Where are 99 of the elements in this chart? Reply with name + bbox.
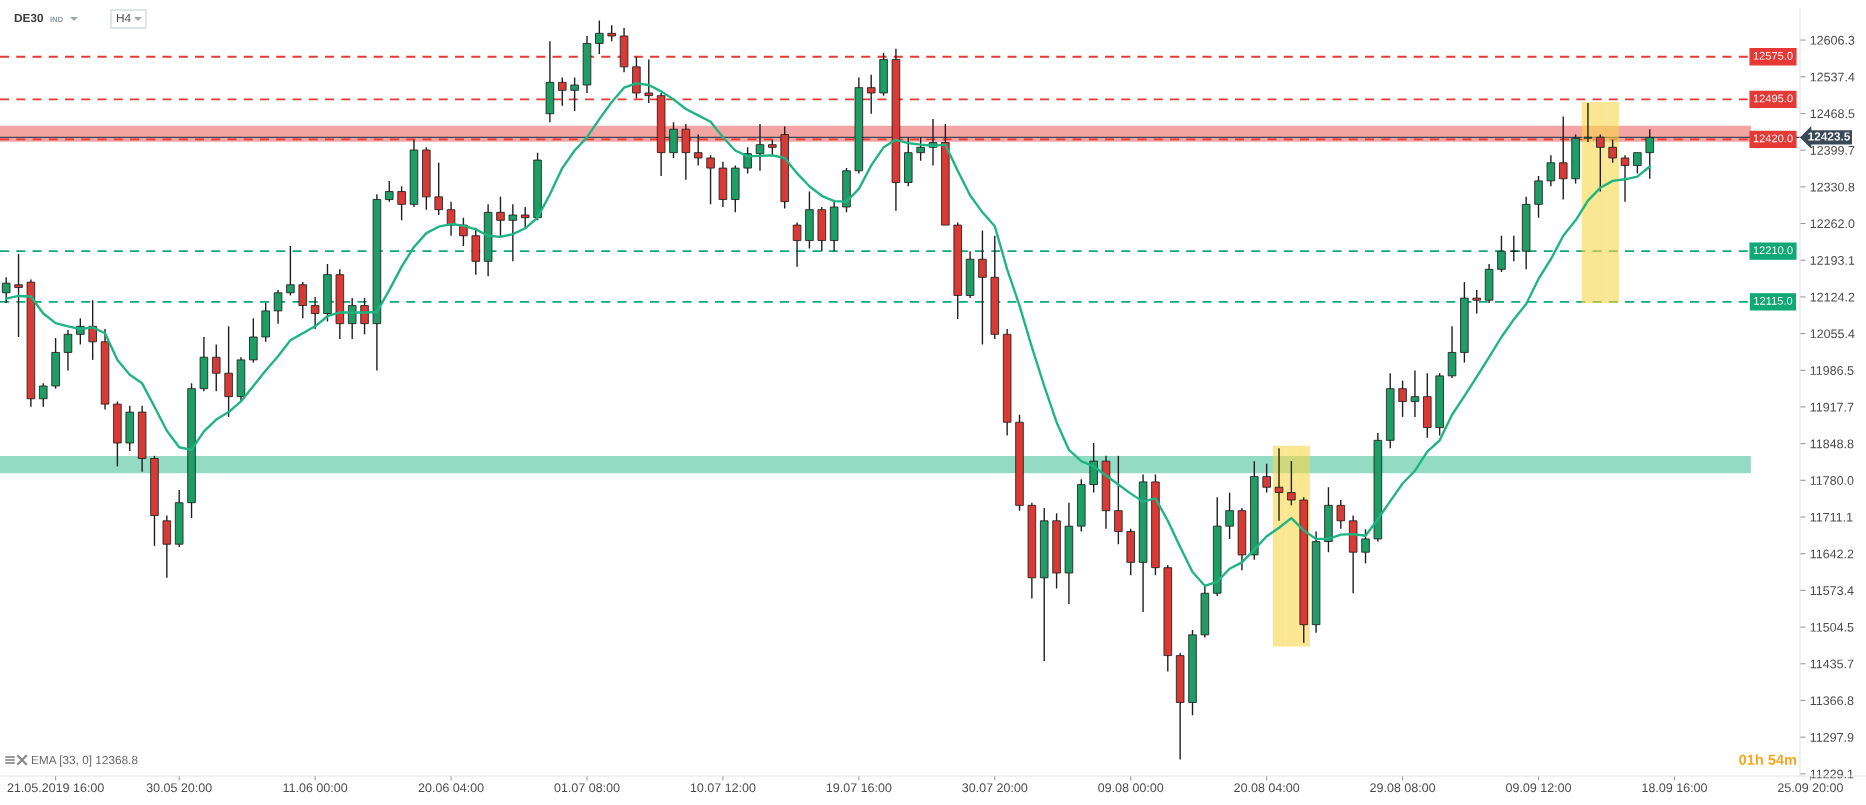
candlestick	[1546, 154, 1556, 187]
candlestick	[669, 121, 678, 159]
y-tick-label: 12399.7	[1810, 145, 1855, 155]
annotation: EMA [33, 0] 12368.8	[31, 755, 138, 767]
candlestick	[39, 382, 48, 408]
x-tick-label: 10.07 12:00	[690, 783, 756, 793]
candlestick	[446, 200, 456, 237]
y-tick-label: 11848.8	[1810, 439, 1854, 449]
chart-title: DE30	[14, 13, 44, 23]
candlestick	[249, 317, 258, 364]
x-tick-label: 30.05 20:00	[146, 783, 212, 793]
candlestick	[866, 74, 876, 115]
candlestick	[1089, 442, 1098, 494]
candlestick	[520, 206, 530, 229]
candlestick	[1398, 379, 1407, 418]
y-tick-label: 11229.1	[1810, 769, 1854, 779]
candlestick	[212, 343, 221, 393]
y-tick-label: 12124.2	[1810, 292, 1855, 302]
annotation: 01h 54m	[1739, 754, 1797, 765]
candlestick	[1361, 528, 1370, 565]
y-tick-label: 12193.1	[1810, 256, 1855, 265]
candlestick	[1497, 235, 1506, 273]
y-tick-label: 12262.0	[1810, 219, 1855, 229]
candlestick	[162, 514, 172, 579]
y-tick-label: 11986.5	[1810, 366, 1854, 375]
x-tick-label: 20.08 04:00	[1234, 783, 1300, 793]
candlestick	[1, 276, 11, 304]
candlestick	[1583, 102, 1593, 143]
candlestick	[570, 76, 579, 112]
y-tick-label: 12606.3	[1810, 35, 1855, 45]
candlestick	[1534, 175, 1543, 219]
candlestick	[1558, 115, 1568, 201]
candlestick	[706, 154, 715, 206]
ref-line-label: 12115.0	[1754, 296, 1793, 305]
annotation: H4	[116, 13, 131, 23]
y-tick-label: 11780.0	[1810, 476, 1854, 485]
y-tick-label: 11366.8	[1810, 696, 1854, 706]
x-tick-label: 09.08 00:00	[1098, 783, 1164, 793]
candlestick	[792, 221, 802, 268]
candlestick	[1608, 139, 1617, 164]
x-tick-label: 20.06 04:00	[418, 783, 484, 793]
candlestick	[310, 296, 320, 330]
x-tick-label: 29.08 08:00	[1370, 783, 1436, 793]
candlestick	[978, 229, 987, 346]
y-tick-label: 12537.4	[1810, 72, 1855, 82]
x-tick-label: 09.09 12:00	[1506, 783, 1572, 793]
y-tick-label: 11573.4	[1810, 586, 1854, 596]
x-tick-label: 19.07 16:00	[826, 783, 892, 793]
y-tick-label: 11642.2	[1810, 549, 1854, 559]
candlestick	[1114, 455, 1123, 545]
ref-line-label: 12210.0	[1753, 246, 1793, 255]
x-tick-label: 21.05.2019 16:00	[7, 783, 104, 793]
candlestick	[1336, 499, 1346, 530]
line-series	[5, 82, 1651, 587]
candlestick	[693, 133, 703, 167]
candlestick	[298, 281, 308, 320]
y-tick-label: 11297.9	[1810, 732, 1854, 742]
ref-line-label: 12575.0	[1753, 51, 1793, 60]
y-tick-label: 12468.5	[1810, 109, 1855, 119]
candlestick	[1596, 133, 1605, 193]
candlestick	[558, 76, 567, 107]
candlestick	[1645, 128, 1654, 180]
candlestick	[496, 196, 505, 237]
y-tick-label: 12330.8	[1810, 182, 1855, 192]
candlestick	[14, 253, 23, 338]
x-tick-label: 25.09 20:00	[1778, 783, 1843, 793]
candlestick	[1262, 463, 1271, 494]
ref-line-label: 12420.0	[1753, 134, 1793, 143]
candlestick	[1633, 151, 1642, 175]
x-tick-label: 01.07 08:00	[554, 783, 620, 793]
candlestick	[508, 203, 518, 263]
candlestick	[1447, 325, 1457, 379]
candlestick	[385, 180, 394, 203]
x-tick-label: 18.09 16:00	[1642, 783, 1707, 793]
candlestick	[755, 123, 765, 172]
candlestick	[916, 136, 925, 162]
candlestick	[397, 185, 406, 222]
candlestick	[681, 123, 691, 181]
candlestick	[595, 19, 604, 55]
y-tick-label: 12055.4	[1810, 329, 1855, 339]
x-tick-label: 11.06 00:00	[283, 783, 348, 793]
candlestick	[1620, 154, 1630, 203]
ref-line-label: 12495.0	[1753, 94, 1793, 103]
candlestick	[224, 325, 233, 418]
y-tick-label: 11435.7	[1810, 659, 1854, 669]
candlestick	[273, 289, 283, 325]
candlestick	[1225, 491, 1234, 540]
candlestick	[63, 329, 73, 372]
y-tick-label: 11917.7	[1810, 402, 1854, 412]
y-tick-label: 11711.1	[1810, 512, 1853, 522]
candlestick	[1472, 289, 1481, 315]
y-tick-label: 11504.5	[1810, 622, 1854, 632]
candlestick	[644, 58, 654, 104]
ref-line-label: 12423.5	[1808, 132, 1851, 141]
candlestick	[1410, 369, 1420, 418]
candlestick	[286, 245, 295, 297]
x-tick-label: 30.07 20:00	[962, 783, 1028, 793]
candlestick	[434, 162, 443, 216]
candlestick	[1287, 460, 1296, 507]
